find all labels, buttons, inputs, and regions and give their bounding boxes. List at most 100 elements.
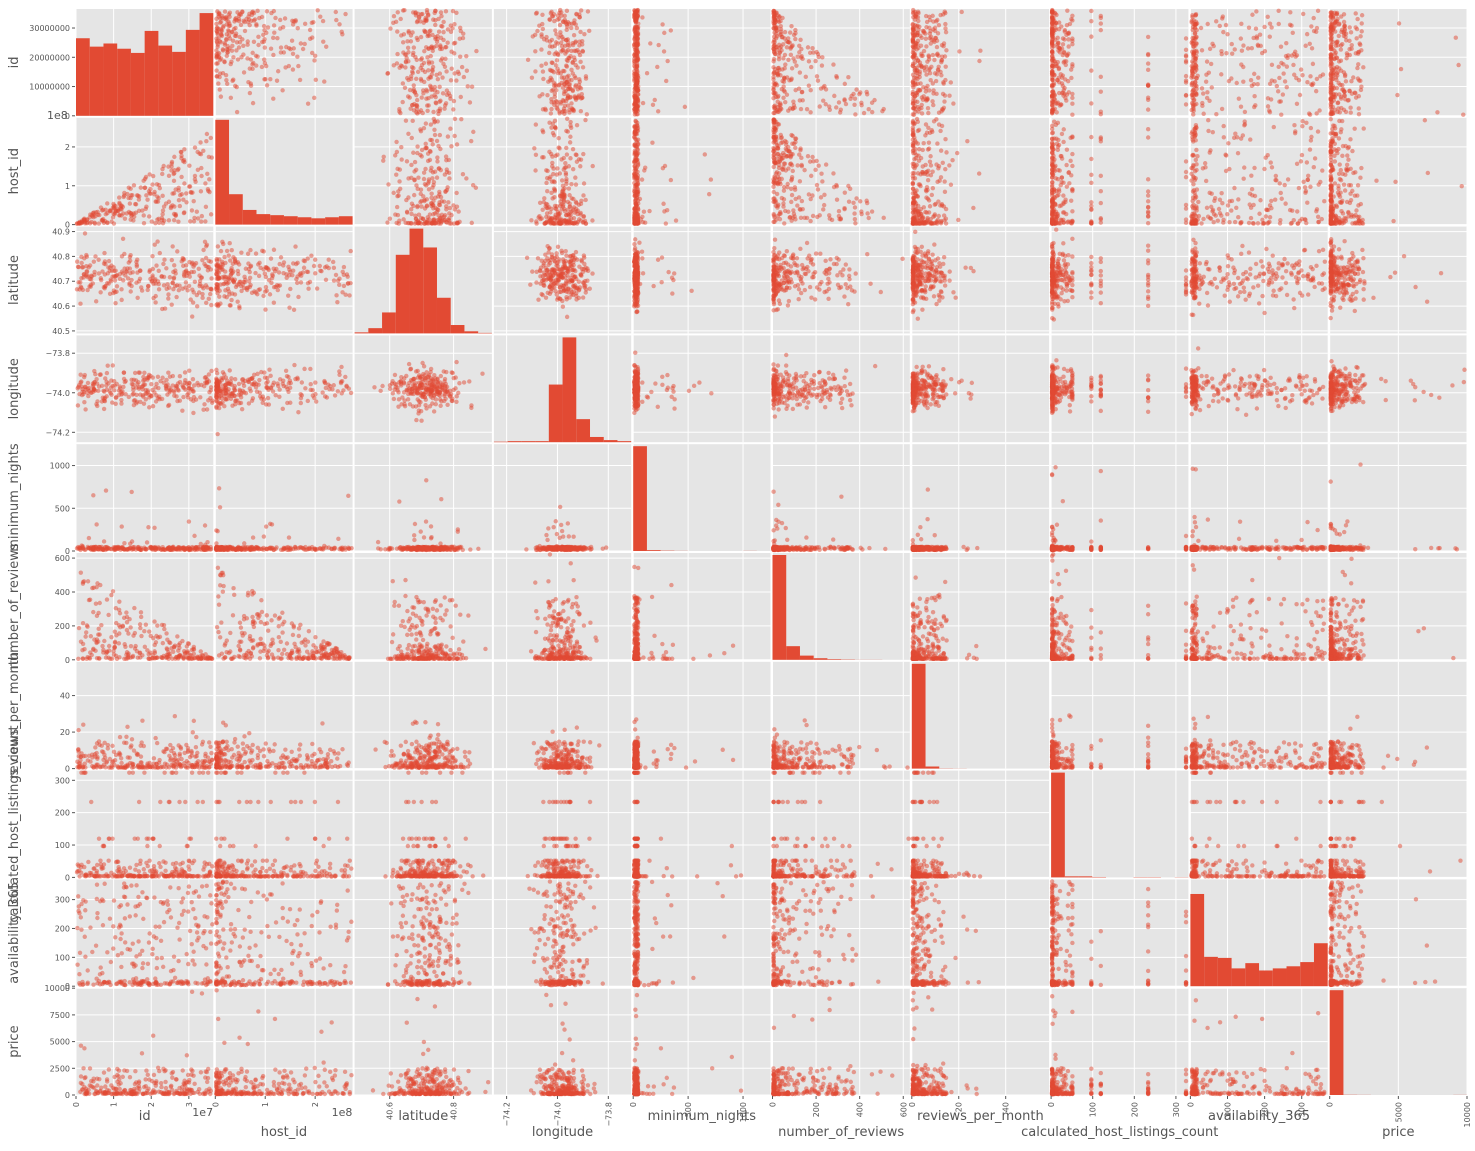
scatter-point: [227, 24, 231, 28]
scatter-point: [150, 182, 154, 186]
scatter-point: [79, 261, 83, 265]
scatter-point: [403, 86, 407, 90]
scatter-point: [204, 205, 208, 209]
scatter-point: [911, 83, 915, 87]
scatter-point: [431, 199, 435, 203]
scatter-point: [1285, 64, 1289, 68]
scatter-point: [1184, 74, 1188, 78]
scatter-point: [936, 218, 940, 222]
scatter-point: [315, 8, 319, 12]
scatter-point: [1266, 96, 1270, 100]
scatter-point: [1206, 118, 1210, 122]
scatter-point: [422, 177, 426, 181]
scatter-point: [419, 188, 423, 192]
scatter-point: [1339, 43, 1343, 47]
scatter-point: [1207, 99, 1211, 103]
scatter-point: [923, 133, 927, 137]
scatter-point: [461, 31, 465, 35]
scatter-point: [101, 219, 105, 223]
scatter-point: [882, 216, 886, 220]
scatter-point: [802, 216, 806, 220]
scatter-point: [1361, 221, 1365, 225]
scatter-point: [819, 171, 823, 175]
scatter-point: [1277, 65, 1281, 69]
scatter-point: [1089, 34, 1093, 38]
scatter-point: [155, 194, 159, 198]
scatter-point: [1256, 221, 1260, 225]
scatter-point: [1309, 82, 1313, 86]
scatter-point: [919, 156, 923, 160]
scatter-point: [1277, 22, 1281, 26]
scatter-point: [401, 81, 405, 85]
scatter-point: [423, 206, 427, 210]
scatter-point: [919, 214, 923, 218]
scatter-point: [118, 277, 122, 281]
scatter-point: [1089, 19, 1093, 23]
scatter-point: [1248, 137, 1252, 141]
scatter-point: [1089, 173, 1093, 177]
scatter-point: [1070, 189, 1074, 193]
scatter-point: [1278, 181, 1282, 185]
scatter-point: [636, 141, 640, 145]
scatter-point: [656, 43, 660, 47]
scatter-point: [928, 36, 932, 40]
scatter-point: [419, 35, 423, 39]
scatter-point: [215, 31, 219, 35]
scatter-point: [564, 64, 568, 68]
scatter-point: [1355, 66, 1359, 70]
scatter-point: [203, 181, 207, 185]
scatter-point: [271, 97, 275, 101]
scatter-point: [821, 207, 825, 211]
scatter-point: [1348, 25, 1352, 29]
scatter-point: [635, 62, 639, 66]
scatter-point: [76, 280, 80, 284]
scatter-point: [926, 106, 930, 110]
scatter-point: [261, 33, 265, 37]
scatter-point: [142, 213, 146, 217]
scatter-point: [1393, 180, 1397, 184]
scatter-point: [1201, 217, 1205, 221]
scatter-point: [558, 171, 562, 175]
scatter-point: [789, 78, 793, 82]
scatter-point: [176, 219, 180, 223]
scatter-point: [1146, 205, 1150, 209]
scatter-point: [181, 256, 185, 260]
scatter-point: [430, 69, 434, 73]
scatter-point: [540, 22, 544, 26]
scatter-point: [564, 38, 568, 42]
scatter-point: [1243, 110, 1247, 114]
scatter-point: [207, 177, 211, 181]
scatter-point: [1330, 47, 1334, 51]
scatter-point: [790, 193, 794, 197]
scatter-point: [1309, 24, 1313, 28]
scatter-point: [1341, 144, 1345, 148]
scatter-point: [778, 73, 782, 77]
scatter-point: [405, 39, 409, 43]
scatter-point: [564, 173, 568, 177]
scatter-point: [1203, 165, 1207, 169]
scatter-point: [1312, 29, 1316, 33]
scatter-point: [674, 218, 678, 222]
scatter-point: [442, 200, 446, 204]
scatter-point: [1314, 209, 1318, 213]
scatter-point: [636, 182, 640, 186]
scatter-point: [1050, 72, 1054, 76]
scatter-point: [275, 36, 279, 40]
scatter-point: [574, 182, 578, 186]
scatter-point: [235, 110, 239, 114]
scatter-point: [568, 156, 572, 160]
scatter-point: [1146, 209, 1150, 213]
scatter-point: [1205, 90, 1209, 94]
scatter-point: [1050, 82, 1054, 86]
scatter-point: [237, 45, 241, 49]
scatter-point: [1239, 136, 1243, 140]
scatter-point: [1146, 177, 1150, 181]
scatter-point: [662, 49, 666, 53]
scatter-point: [914, 66, 918, 70]
scatter-point: [142, 221, 146, 225]
scatter-point: [465, 69, 469, 73]
scatter-point: [474, 49, 478, 53]
scatter-point: [1349, 183, 1353, 187]
hist-bar: [145, 31, 159, 116]
scatter-point: [544, 181, 548, 185]
